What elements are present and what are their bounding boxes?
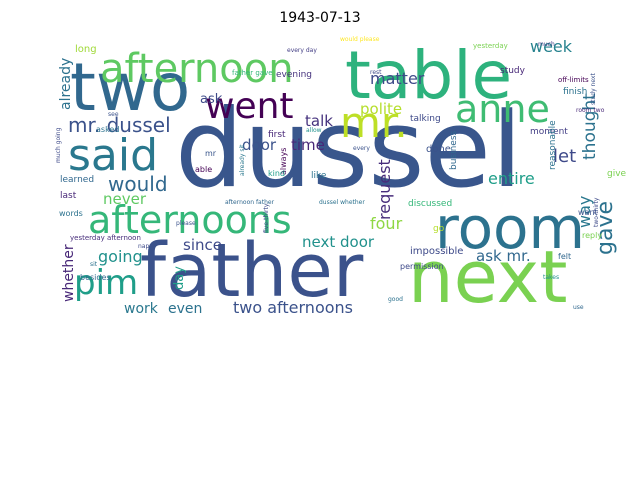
cloud-word: last [60, 191, 77, 201]
cloud-word: ask mr. [476, 247, 531, 265]
cloud-word: long [75, 44, 97, 55]
cloud-word: first [268, 130, 286, 140]
cloud-word: room [435, 194, 585, 262]
cloud-word: business [449, 130, 459, 170]
cloud-word: able [195, 165, 212, 174]
cloud-word: study next [590, 73, 597, 105]
cloud-word: door [242, 136, 277, 154]
cloud-word: pim [74, 263, 138, 303]
cloud-word: father [140, 228, 364, 314]
cloud-word: words [59, 209, 83, 218]
cloud-word: afternoons [88, 198, 292, 242]
cloud-word: afternoon [100, 46, 294, 92]
cloud-word: polite [360, 100, 402, 118]
cloud-word: room two [576, 107, 605, 114]
cloud-word: dussel whether [319, 199, 365, 206]
cloud-word: thought [580, 93, 600, 160]
cloud-word: besides [80, 273, 111, 282]
cloud-word: father gave [232, 69, 273, 77]
cloud-word: reply [582, 231, 602, 240]
cloud-word: next door [302, 233, 375, 251]
cloud-word: would [108, 172, 168, 196]
cloud-word: would please [340, 36, 380, 43]
cloud-word: week [530, 37, 573, 56]
cloud-word: even [168, 301, 202, 317]
cloud-word: two-thirty [593, 197, 600, 227]
cloud-word: afternoon father [225, 199, 275, 206]
cloud-canvas [60, 36, 610, 308]
cloud-word: anne [455, 87, 550, 131]
cloud-word: request [375, 159, 394, 220]
cloud-word: mr. [340, 98, 408, 147]
cloud-word: never [103, 190, 147, 208]
cloud-word: want [578, 208, 598, 217]
cloud-word: learned [60, 175, 94, 185]
cloud-word: evening [276, 70, 312, 80]
cloud-word: use [573, 304, 584, 311]
cloud-word: rest [370, 69, 382, 76]
cloud-word: already sit [239, 144, 246, 176]
cloud-word: yesterday afternoon [70, 234, 141, 242]
cloud-word: kind [268, 169, 285, 178]
cloud-word: way [575, 196, 594, 228]
cloud-word: whether [61, 244, 77, 302]
cloud-word: study [500, 66, 526, 76]
cloud-word: give [607, 169, 627, 179]
figure-title: 1943-07-13 [279, 10, 361, 26]
cloud-word: talking [410, 114, 441, 124]
cloud-word: two [70, 49, 190, 126]
cloud-word: four [370, 214, 403, 233]
cloud-word: takes [543, 274, 559, 281]
cloud-word: every [353, 145, 370, 152]
cloud-word: since [183, 236, 222, 254]
cloud-word: please [176, 220, 196, 227]
cloud-word: much [538, 41, 555, 48]
cloud-word: permission [400, 262, 444, 271]
cloud-word: going [98, 247, 143, 266]
cloud-word: like [311, 171, 327, 181]
cloud-word: let [553, 146, 576, 167]
cloud-word: dusseI [175, 87, 523, 212]
cloud-word: off-limits [558, 76, 589, 84]
cloud-word: impossible [410, 246, 463, 257]
cloud-word: reasonable [548, 120, 558, 170]
cloud-word: next [408, 235, 568, 319]
cloud-word: day [172, 266, 187, 290]
cloud-word: felt [558, 252, 571, 261]
cloud-word: always [279, 148, 288, 175]
cloud-word: ask [200, 92, 223, 107]
cloud-word: went [205, 86, 294, 127]
cloud-word: matter [370, 69, 425, 88]
cloud-word: gave [593, 201, 618, 255]
cloud-word: sit [90, 261, 98, 268]
cloud-word: allow [306, 127, 322, 134]
cloud-word: mr. dussel [68, 113, 171, 137]
cloud-word: time [291, 136, 325, 154]
cloud-word: every day [287, 47, 317, 54]
cloud-word: mr [205, 149, 217, 158]
cloud-word: already [58, 58, 74, 110]
cloud-word: yesterday [473, 42, 508, 50]
cloud-word: said [68, 130, 158, 181]
cloud-word: see [108, 111, 119, 118]
cloud-word: five-thirty [263, 203, 270, 233]
cloud-word: go [433, 224, 445, 234]
cloud-word: table [345, 37, 512, 114]
cloud-word: entire [488, 169, 535, 188]
cloud-word: work [124, 301, 159, 317]
cloud-word: talk [305, 112, 333, 130]
cloud-word: asked [96, 125, 119, 134]
cloud-word: good [388, 296, 403, 303]
cloud-word: done [426, 144, 451, 155]
cloud-word: finish [563, 87, 587, 97]
cloud-word: discussed [408, 199, 452, 209]
cloud-word: moment [530, 127, 568, 137]
cloud-word: much going [55, 127, 62, 163]
cloud-word: nap [138, 243, 149, 250]
cloud-word: two afternoons [233, 298, 353, 317]
